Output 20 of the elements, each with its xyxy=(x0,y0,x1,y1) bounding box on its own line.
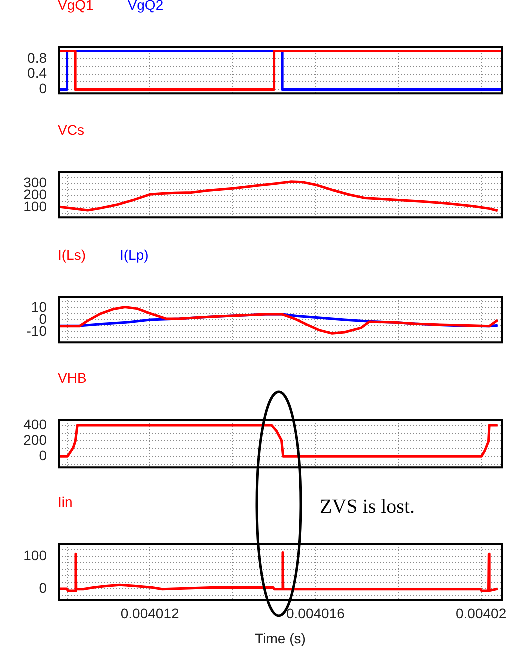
text: VgQ1 xyxy=(58,0,94,13)
text: Iin xyxy=(58,494,73,510)
y-tick-label: 0.4 xyxy=(28,65,48,82)
y-tick-label: 0 xyxy=(39,80,48,97)
y-tick-label: 100 xyxy=(24,548,48,564)
y-tick-label: 0 xyxy=(39,448,48,464)
text: ZVS is lost. xyxy=(320,496,416,519)
y-tick-label: 0 xyxy=(39,580,48,596)
y-tick-label: 0.8 xyxy=(28,50,48,66)
text: VgQ2 xyxy=(128,0,164,13)
x-tick-label: 0.004012 xyxy=(120,605,180,622)
text: VHB xyxy=(58,370,87,386)
y-tick-label: 200 xyxy=(24,432,48,448)
text: I(Lp) xyxy=(120,247,149,263)
x-axis-title: Time (s) xyxy=(255,630,306,646)
text: I(Ls) xyxy=(58,247,86,263)
x-tick-label: 0.00402 xyxy=(456,605,507,622)
text: VCs xyxy=(58,122,84,138)
y-tick-label: 400 xyxy=(24,416,48,432)
x-tick-label: 0.004016 xyxy=(286,605,346,622)
